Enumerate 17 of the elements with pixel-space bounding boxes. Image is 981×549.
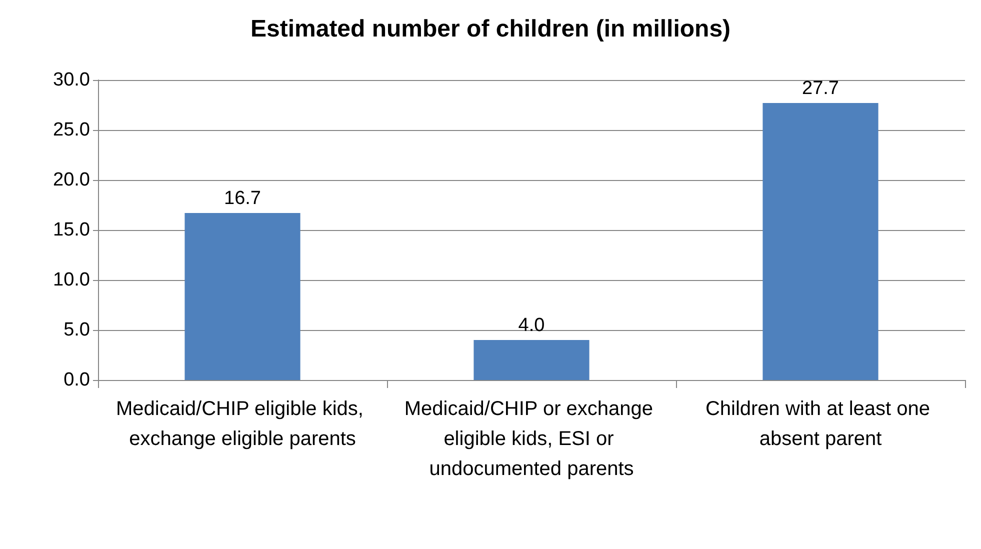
data-label: 4.0 [518, 315, 545, 336]
y-tick-label: 15.0 [53, 220, 90, 240]
data-label: 16.7 [224, 188, 261, 209]
chart-title: Estimated number of children (in millions) [250, 16, 731, 42]
bar [762, 103, 878, 380]
x-tick-label: Children with at least one absent parent [705, 398, 936, 450]
data-label: 27.7 [802, 78, 839, 99]
x-tick-label: Medicaid/CHIP eligible kids, exchange eligible parents [116, 398, 370, 450]
bar [184, 213, 300, 380]
y-tick-label: 10.0 [53, 270, 90, 290]
y-tick-label: 25.0 [53, 120, 90, 140]
bar [474, 340, 590, 380]
y-tick-label: 0.0 [64, 370, 90, 390]
y-tick-label: 20.0 [53, 170, 90, 190]
x-tick-label: Medicaid/CHIP or exchange eligible kids, ESI or undocumented parents [404, 398, 659, 480]
y-tick-label: 30.0 [53, 70, 90, 90]
y-tick-label: 5.0 [64, 320, 90, 340]
